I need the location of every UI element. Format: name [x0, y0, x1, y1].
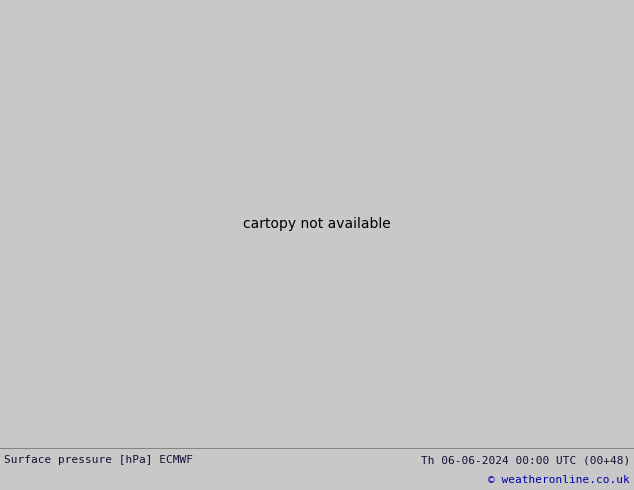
Text: Th 06-06-2024 00:00 UTC (00+48): Th 06-06-2024 00:00 UTC (00+48) [421, 455, 630, 465]
Text: © weatheronline.co.uk: © weatheronline.co.uk [488, 475, 630, 485]
Text: Surface pressure [hPa] ECMWF: Surface pressure [hPa] ECMWF [4, 455, 193, 465]
Text: cartopy not available: cartopy not available [243, 217, 391, 231]
